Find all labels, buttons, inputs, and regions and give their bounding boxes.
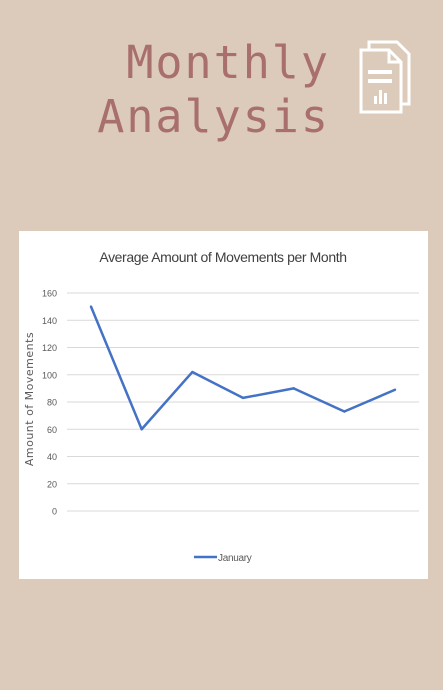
y-tick-labels: 0 20 40 60 80 100 120 140 160 bbox=[42, 289, 57, 517]
series-lines bbox=[89, 305, 397, 431]
y-tick-label: 100 bbox=[42, 370, 57, 380]
gridlines bbox=[67, 292, 419, 512]
page-title: Monthly Analysis bbox=[0, 36, 330, 144]
y-tick-label: 40 bbox=[47, 452, 57, 462]
data-point bbox=[343, 410, 346, 413]
title-line-1: Monthly bbox=[126, 36, 330, 89]
y-tick-label: 140 bbox=[42, 316, 57, 326]
y-tick-label: 0 bbox=[52, 507, 57, 517]
chart-title: Average Amount of Movements per Month bbox=[99, 249, 346, 265]
y-tick-label: 60 bbox=[47, 425, 57, 435]
data-point bbox=[191, 370, 194, 374]
data-point bbox=[292, 387, 295, 390]
document-chart-icon bbox=[359, 40, 411, 114]
legend-label-january: January bbox=[218, 553, 252, 564]
y-tick-label: 120 bbox=[42, 343, 57, 353]
series-line-january bbox=[89, 306, 396, 431]
title-line-2: Analysis bbox=[97, 90, 330, 143]
data-point bbox=[89, 305, 93, 308]
y-tick-label: 160 bbox=[42, 289, 57, 299]
line-chart: Average Amount of Movements per Month Am… bbox=[23, 249, 419, 564]
data-point bbox=[140, 428, 143, 431]
y-axis-label: Amount of Movements bbox=[23, 332, 36, 466]
chart-card: Average Amount of Movements per Month Am… bbox=[19, 231, 428, 579]
y-tick-label: 80 bbox=[47, 398, 57, 408]
legend: January bbox=[194, 553, 252, 564]
y-tick-label: 20 bbox=[47, 479, 57, 489]
data-point bbox=[393, 388, 397, 391]
data-point bbox=[241, 396, 245, 400]
